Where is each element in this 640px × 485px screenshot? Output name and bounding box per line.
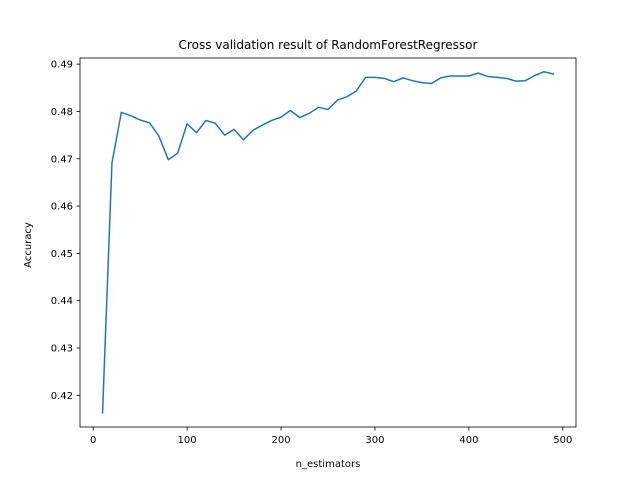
plot-frame	[79, 57, 577, 428]
x-axis-ticks: 0 100 200 300 400 500	[90, 427, 572, 446]
y-tick-label: 0.43	[51, 343, 73, 354]
series-line-0	[101, 70, 555, 414]
y-axis-ticks: 0.42 0.43 0.44 0.45 0.46 0.47 0.48 0.49	[51, 60, 80, 402]
plot-area	[79, 57, 577, 428]
y-axis-label: Accuracy	[23, 222, 34, 268]
x-tick-label: 0	[90, 435, 96, 446]
y-tick-label: 0.45	[51, 249, 73, 260]
x-tick-label: 300	[365, 435, 384, 446]
x-tick-label: 500	[553, 435, 572, 446]
y-tick-label: 0.47	[51, 154, 73, 165]
y-tick-label: 0.48	[51, 107, 73, 118]
x-tick-label: 100	[178, 435, 197, 446]
x-axis-label: n_estimators	[296, 459, 361, 470]
y-tick-label: 0.46	[51, 202, 73, 213]
y-tick-label: 0.49	[51, 60, 73, 71]
x-tick-label: 200	[271, 435, 290, 446]
y-tick-label: 0.42	[51, 391, 73, 402]
y-tick-label: 0.44	[51, 296, 73, 307]
x-tick-label: 400	[459, 435, 478, 446]
chart-title: Cross validation result of RandomForestR…	[179, 38, 478, 52]
